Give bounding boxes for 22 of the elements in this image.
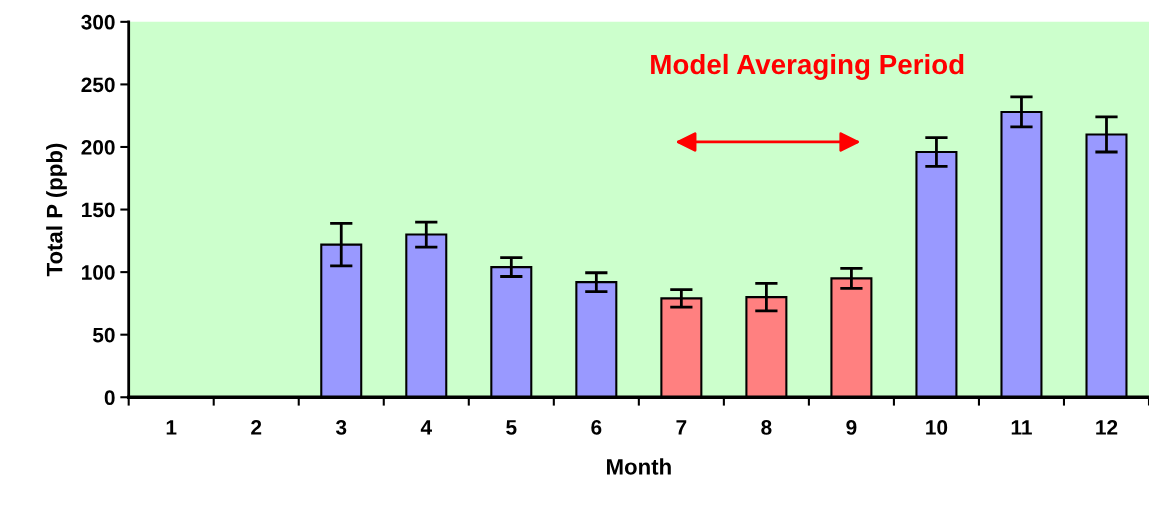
x-tick-label: 6 [591,420,602,435]
x-tick-label: 1 [166,420,177,435]
x-tick-label: 3 [335,420,347,435]
x-tick-label: 5 [506,420,517,435]
x-axis-title: Month [607,458,671,475]
x-tick-label: 7 [676,420,687,435]
y-tick-label: 150 [82,202,115,218]
annotation: Model Averaging Period [651,53,964,80]
y-tick-label: 250 [81,77,115,93]
x-tick-label: 4 [420,420,432,435]
x-tick-label: 8 [761,420,772,435]
x-tick-label: 10 [926,420,948,435]
y-axis-title: Total P (ppb) [46,143,67,277]
x-tick-label: 12 [1096,420,1118,435]
y-tick-label: 200 [81,139,115,155]
y-tick-label: 50 [92,327,115,343]
x-tick-label: 2 [251,420,262,435]
x-tick-label: 11 [1011,420,1032,435]
y-tick-label: 100 [82,265,115,280]
y-tick-label: 0 [104,390,115,406]
x-tick-label: 9 [846,420,857,435]
y-tick-label: 300 [81,14,115,30]
